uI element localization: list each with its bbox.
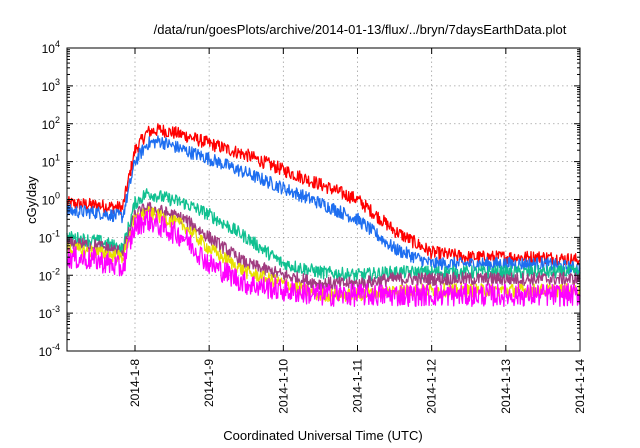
series-line: [66, 135, 581, 275]
y-tick-label: 10-3: [39, 304, 60, 321]
y-axis-label: cGy/day: [24, 176, 39, 224]
y-tick-label: 10-1: [39, 228, 60, 245]
tick-labels: 10-4 10-3 10-2 10-1 100 101 102 103 104 2014-1-8 2…: [39, 39, 587, 414]
y-tick-label: 101: [42, 153, 60, 170]
y-tick-label: 10-2: [39, 266, 60, 283]
x-tick-label: 2014-1-10: [276, 359, 290, 414]
series-line: [66, 123, 581, 267]
x-axis-label: Coordinated Universal Time (UTC): [223, 428, 422, 443]
chart-title: /data/run/goesPlots/archive/2014-01-13/f…: [154, 22, 567, 37]
x-tick-label: 2014-1-12: [425, 359, 439, 414]
axis-ticks: [67, 47, 581, 352]
x-tick-label: 2014-1-14: [573, 359, 587, 414]
x-tick-label: 2014-1-13: [499, 359, 513, 414]
y-tick-label: 103: [42, 77, 60, 94]
series-layer: [66, 123, 581, 307]
x-tick-label: 2014-1-8: [128, 359, 142, 407]
y-tick-label: 102: [42, 115, 60, 132]
y-tick-label: 10-4: [39, 342, 60, 359]
series-line: [66, 209, 581, 307]
y-tick-label: 104: [42, 39, 60, 56]
y-tick-label: 100: [42, 191, 60, 208]
x-tick-label: 2014-1-9: [202, 359, 216, 407]
x-tick-label: 2014-1-11: [350, 359, 364, 413]
